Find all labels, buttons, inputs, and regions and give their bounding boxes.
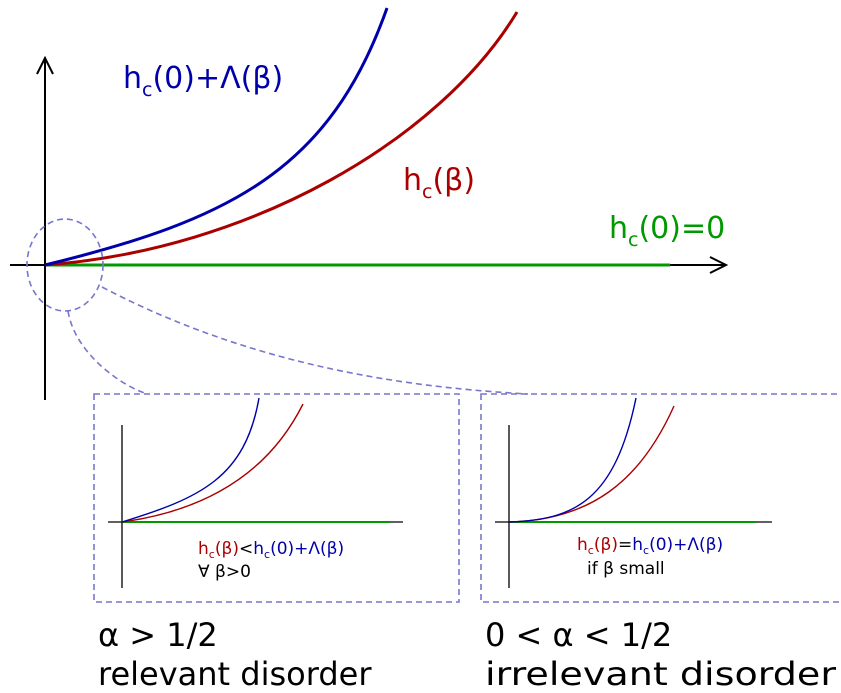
caption-left-alpha: α > 1/2 — [98, 616, 218, 654]
panel-right-relation: hc(β)=hc(0)+Λ(β) — [577, 535, 723, 557]
panel-left-lhs-sub: c — [209, 548, 215, 561]
label-upper-rest: (0)+Λ(β) — [152, 61, 283, 96]
panel-right-rhs-sub: c — [643, 544, 649, 557]
label-flat: hc(0)=0 — [609, 211, 725, 251]
label-flat-h: h — [609, 211, 628, 246]
main-curve-hc-beta — [44, 11, 519, 267]
panel-left-relation: hc(β)<hc(0)+Λ(β) — [198, 539, 344, 561]
panel-left-op: < — [239, 539, 253, 559]
label-mid-rest: (β) — [432, 163, 475, 198]
panel-left-lhs-h: h — [198, 539, 209, 559]
panel-right-lhs-sub: c — [588, 544, 594, 557]
panel-left: hc(β)<hc(0)+Λ(β) ∀ β>0 — [93, 393, 460, 603]
label-upper-h: h — [123, 61, 142, 96]
caption-left-disorder: relevant disorder — [98, 655, 372, 693]
caption-right-alpha: 0 < α < 1/2 — [485, 616, 672, 654]
panel-left-curve-upper-bound — [121, 397, 260, 523]
panel-left-lhs-rest: (β) — [215, 539, 239, 559]
main-plot: hc(0)+Λ(β) hc(β) hc(0)=0 — [10, 7, 726, 400]
zoom-connector-right — [101, 286, 529, 395]
panel-right: hc(β)=hc(0)+Λ(β) if β small — [480, 393, 841, 603]
panel-right-curve-upper-bound — [508, 397, 637, 523]
panel-left-rhs-h: h — [253, 539, 264, 559]
label-hc-beta: hc(β) — [403, 163, 475, 203]
label-upper-sub: c — [142, 79, 152, 101]
panel-right-rhs-h: h — [632, 535, 643, 555]
label-mid-h: h — [403, 163, 422, 198]
panel-right-rhs-rest: (0)+Λ(β) — [649, 535, 723, 555]
label-upper-bound: hc(0)+Λ(β) — [123, 61, 283, 101]
label-flat-rest: (0)=0 — [638, 211, 725, 246]
label-mid-sub: c — [422, 181, 432, 203]
panel-right-op: = — [618, 535, 632, 555]
panel-left-condition: ∀ β>0 — [198, 562, 251, 582]
panel-left-curve-hc-beta — [121, 403, 304, 523]
panel-right-lhs-h: h — [577, 535, 588, 555]
panel-right-frame — [480, 393, 841, 603]
panel-right-condition: if β small — [587, 559, 665, 579]
panel-left-frame — [93, 393, 460, 603]
zoom-connector-left — [67, 310, 149, 395]
caption-right-disorder: irrelevant disorder — [485, 655, 837, 693]
label-flat-sub: c — [628, 229, 638, 251]
main-curve-upper-bound — [44, 7, 389, 267]
panel-left-rhs-rest: (0)+Λ(β) — [270, 539, 344, 559]
panel-left-rhs-sub: c — [264, 548, 270, 561]
panel-right-lhs-rest: (β) — [594, 535, 618, 555]
panel-right-curve-hc-beta — [508, 405, 675, 523]
zoom-ellipse — [26, 218, 104, 312]
